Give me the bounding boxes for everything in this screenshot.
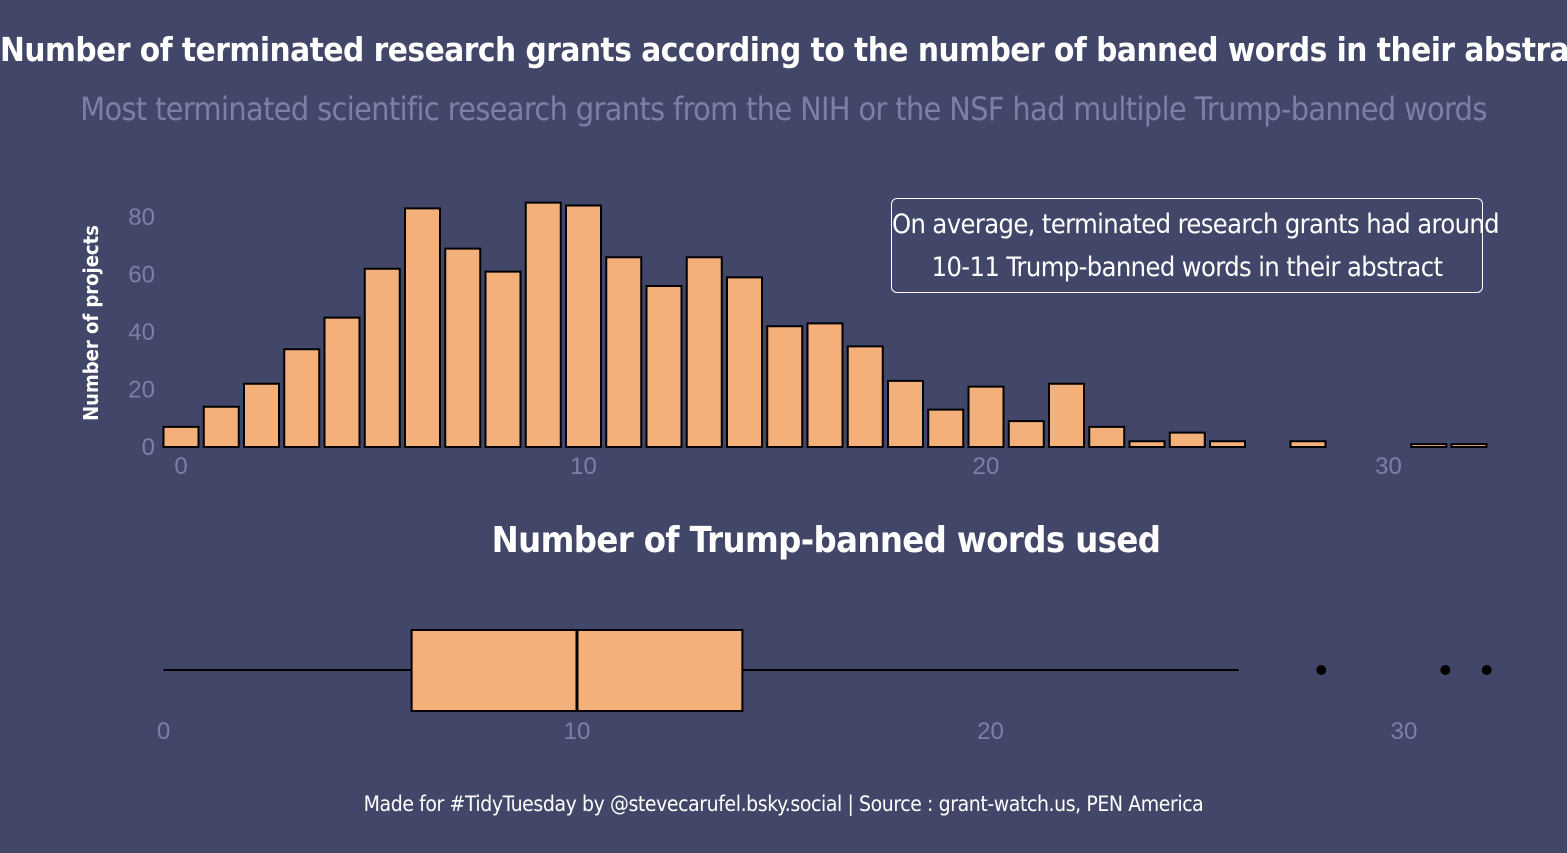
histogram-y-ticks: 0 20 40 60 80: [128, 204, 155, 461]
x-tick-label: 10: [564, 718, 591, 745]
chart-title: Number of terminated research grants acc…: [0, 30, 1567, 69]
y-axis-label: Number of projects: [79, 225, 103, 421]
histogram-bar: [444, 247, 482, 448]
histogram-bar: [726, 276, 763, 448]
histogram-bar: [484, 270, 522, 448]
histogram-bar: [202, 405, 240, 448]
histogram-bar: [685, 256, 723, 448]
x-tick-label: 20: [977, 718, 1004, 745]
outlier-point: [1481, 665, 1492, 675]
histogram-bars: [162, 201, 1488, 448]
annotation-line-2: 10-11 Trump-banned words in their abstra…: [931, 252, 1443, 283]
histogram-bar: [404, 207, 441, 448]
histogram-bar: [1168, 431, 1206, 448]
histogram-bar: [1088, 425, 1126, 448]
histogram-bar: [283, 348, 321, 448]
histogram-bar: [565, 204, 602, 448]
y-tick-label: 20: [128, 377, 155, 404]
outlier-point: [1316, 665, 1327, 675]
histogram-bar: [243, 382, 280, 448]
histogram-bar: [846, 345, 884, 448]
y-tick-label: 40: [128, 319, 155, 346]
histogram-bar: [363, 267, 401, 448]
y-tick-label: 0: [142, 434, 155, 461]
histogram-bar: [1128, 440, 1166, 448]
histogram-bar: [766, 325, 804, 448]
boxplot-x-ticks: 0 10 20 30: [157, 718, 1418, 745]
histogram-bar: [1209, 440, 1246, 448]
x-tick-label: 20: [973, 453, 1000, 480]
histogram-bar: [967, 385, 1005, 448]
histogram-x-ticks: 0 10 20 30: [174, 453, 1402, 480]
histogram-bar: [1048, 382, 1085, 448]
annotation-line-1: On average, terminated research grants h…: [892, 209, 1500, 240]
histogram-bar: [323, 316, 361, 448]
x-tick-label: 30: [1391, 718, 1418, 745]
histogram-bar: [1007, 420, 1045, 448]
histogram-bar: [806, 322, 844, 448]
histogram-bar: [1289, 440, 1327, 448]
x-tick-label: 30: [1375, 453, 1402, 480]
x-tick-label: 0: [157, 718, 170, 745]
y-tick-label: 80: [128, 204, 155, 231]
histogram-bar: [1410, 443, 1448, 448]
x-axis-label: Number of Trump-banned words used: [492, 520, 1161, 561]
x-tick-label: 0: [174, 453, 187, 480]
histogram-bar: [645, 285, 683, 448]
boxplot: [163, 629, 1492, 712]
y-tick-label: 60: [128, 262, 155, 289]
histogram-bar: [887, 379, 924, 448]
histogram-bar: [162, 425, 200, 448]
caption: Made for #TidyTuesday by @stevecarufel.b…: [363, 792, 1204, 816]
x-tick-label: 10: [570, 453, 597, 480]
histogram-bar: [605, 256, 643, 448]
histogram-bar: [1450, 443, 1488, 448]
outlier-point: [1440, 665, 1451, 675]
annotation-box: On average, terminated research grants h…: [891, 198, 1500, 293]
histogram-bar: [524, 201, 562, 448]
histogram-bar: [927, 408, 965, 448]
chart-subtitle: Most terminated scientific research gran…: [80, 90, 1487, 128]
